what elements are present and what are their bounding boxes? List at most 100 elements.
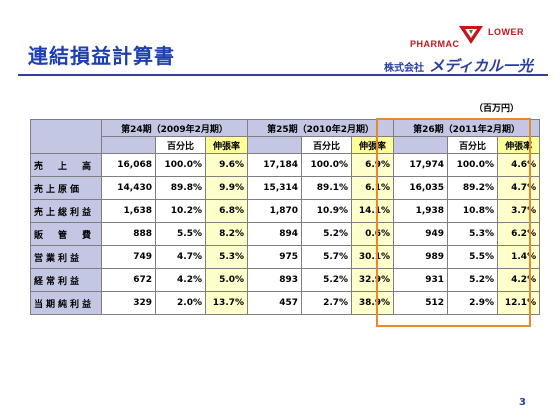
- growth-cell: 1.4%: [497, 245, 541, 269]
- brand-line1: PHARMAC: [410, 39, 460, 49]
- row-label: 売上総利益: [30, 199, 102, 223]
- amount-subheader: [101, 136, 156, 154]
- growth-cell: 14.1%: [351, 199, 395, 223]
- ratio-cell: 89.1%: [301, 176, 353, 200]
- page-title: 連結損益計算書: [28, 44, 175, 68]
- amount-subheader: [393, 136, 449, 154]
- amount-cell: 14,430: [101, 176, 156, 200]
- amount-cell: 1,870: [247, 199, 303, 223]
- period-header: 第25期（2010年2月期）: [247, 119, 395, 137]
- income-statement-table: 第24期（2009年2月期） 第25期（2010年2月期） 第26期（2011年…: [30, 119, 541, 315]
- growth-subheader: 伸張率: [497, 136, 541, 154]
- growth-cell: 0.6%: [351, 222, 395, 246]
- flower-logo-icon: [459, 26, 483, 44]
- amount-cell: 949: [393, 222, 449, 246]
- growth-cell: 38.9%: [351, 291, 395, 315]
- ratio-cell: 5.3%: [447, 222, 499, 246]
- amount-cell: 17,974: [393, 153, 449, 177]
- amount-cell: 16,068: [101, 153, 156, 177]
- table-row: 経常利益 672 4.2% 5.0% 893 5.2% 32.9% 931 5.2% 4.2%: [30, 268, 541, 292]
- title-underline: [18, 74, 548, 76]
- amount-cell: 329: [101, 291, 156, 315]
- company-type: 株式会社: [384, 63, 424, 74]
- ratio-cell: 4.7%: [155, 245, 206, 269]
- amount-cell: 512: [393, 291, 449, 315]
- growth-cell: 5.3%: [204, 245, 249, 269]
- ratio-cell: 100.0%: [301, 153, 353, 177]
- table-row: 営業利益 749 4.7% 5.3% 975 5.7% 30.1% 989 5.5% 1.4%: [30, 245, 541, 269]
- growth-cell: 4.7%: [497, 176, 541, 200]
- ratio-cell: 5.5%: [155, 222, 206, 246]
- amount-cell: 975: [247, 245, 303, 269]
- amount-cell: 893: [247, 268, 303, 292]
- growth-cell: 5.0%: [204, 268, 249, 292]
- ratio-cell: 2.7%: [301, 291, 353, 315]
- amount-cell: 672: [101, 268, 156, 292]
- period-header: 第24期（2009年2月期）: [100, 119, 249, 137]
- amount-cell: 1,938: [393, 199, 449, 223]
- growth-subheader: 伸張率: [351, 136, 395, 154]
- table-row: 売 上 高 16,068 100.0% 9.6% 17,184 100.0% 6.9% 17,…: [30, 153, 541, 177]
- row-label: 売 上 高: [30, 153, 102, 177]
- ratio-cell: 5.2%: [301, 222, 353, 246]
- ratio-subheader: 百分比: [301, 136, 353, 154]
- growth-cell: 12.1%: [497, 291, 541, 315]
- growth-cell: 6.2%: [497, 222, 541, 246]
- growth-subheader: 伸張率: [204, 136, 249, 154]
- brand-line2: LOWER: [488, 27, 524, 37]
- unit-label: （百万円）: [474, 104, 520, 114]
- row-label: 経常利益: [30, 268, 102, 292]
- growth-cell: 13.7%: [204, 291, 249, 315]
- ratio-cell: 10.2%: [155, 199, 206, 223]
- growth-cell: 9.9%: [204, 176, 249, 200]
- ratio-cell: 5.7%: [301, 245, 353, 269]
- corner-cell: [30, 119, 102, 154]
- period-header: 第26期（2011年2月期）: [393, 119, 541, 137]
- company-name: 株式会社 メディカル一光: [384, 55, 533, 76]
- ratio-subheader: 百分比: [447, 136, 499, 154]
- growth-cell: 6.9%: [351, 153, 395, 177]
- ratio-cell: 89.8%: [155, 176, 206, 200]
- amount-cell: 894: [247, 222, 303, 246]
- growth-cell: 6.8%: [204, 199, 249, 223]
- ratio-cell: 100.0%: [447, 153, 499, 177]
- table-row: 当期純利益 329 2.0% 13.7% 457 2.7% 38.9% 512 2.9% 12.1…: [30, 291, 541, 315]
- growth-cell: 3.7%: [497, 199, 541, 223]
- amount-cell: 989: [393, 245, 449, 269]
- page-number: 3: [519, 397, 526, 408]
- growth-cell: 4.6%: [497, 153, 541, 177]
- amount-cell: 457: [247, 291, 303, 315]
- ratio-cell: 5.5%: [447, 245, 499, 269]
- amount-cell: 1,638: [101, 199, 156, 223]
- ratio-cell: 2.9%: [447, 291, 499, 315]
- row-label: 当期純利益: [30, 291, 102, 315]
- growth-cell: 8.2%: [204, 222, 249, 246]
- table-row: 売上総利益 1,638 10.2% 6.8% 1,870 10.9% 14.1% 1,938 1…: [30, 199, 541, 223]
- ratio-cell: 89.2%: [447, 176, 499, 200]
- amount-cell: 749: [101, 245, 156, 269]
- ratio-cell: 2.0%: [155, 291, 206, 315]
- row-label: 販 管 費: [30, 222, 102, 246]
- amount-cell: 16,035: [393, 176, 449, 200]
- ratio-cell: 5.2%: [301, 268, 353, 292]
- growth-cell: 9.6%: [204, 153, 249, 177]
- row-label: 営業利益: [30, 245, 102, 269]
- growth-cell: 6.1%: [351, 176, 395, 200]
- ratio-cell: 4.2%: [155, 268, 206, 292]
- amount-cell: 15,314: [247, 176, 303, 200]
- subheader-row: 百分比 伸張率 百分比 伸張率 百分比 伸張率: [31, 136, 541, 154]
- growth-cell: 4.2%: [497, 268, 541, 292]
- amount-cell: 931: [393, 268, 449, 292]
- table-row: 販 管 費 888 5.5% 8.2% 894 5.2% 0.6% 949 5.3% 6.2%: [30, 222, 541, 246]
- period-header-row: 第24期（2009年2月期） 第25期（2010年2月期） 第26期（2011年…: [30, 119, 541, 154]
- amount-cell: 17,184: [247, 153, 303, 177]
- growth-cell: 32.9%: [351, 268, 395, 292]
- ratio-subheader: 百分比: [155, 136, 206, 154]
- ratio-cell: 100.0%: [155, 153, 206, 177]
- ratio-cell: 10.8%: [447, 199, 499, 223]
- company-brand-name: メディカル一光: [429, 57, 534, 75]
- amount-subheader: [247, 136, 303, 154]
- amount-cell: 888: [101, 222, 156, 246]
- ratio-cell: 5.2%: [447, 268, 499, 292]
- row-label: 売上原価: [30, 176, 102, 200]
